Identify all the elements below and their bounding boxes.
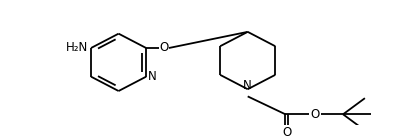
Text: O: O (160, 42, 169, 55)
Text: O: O (282, 125, 292, 138)
Text: N: N (243, 79, 252, 92)
Text: N: N (148, 70, 157, 83)
Text: O: O (310, 108, 320, 121)
Text: H₂N: H₂N (66, 42, 88, 55)
